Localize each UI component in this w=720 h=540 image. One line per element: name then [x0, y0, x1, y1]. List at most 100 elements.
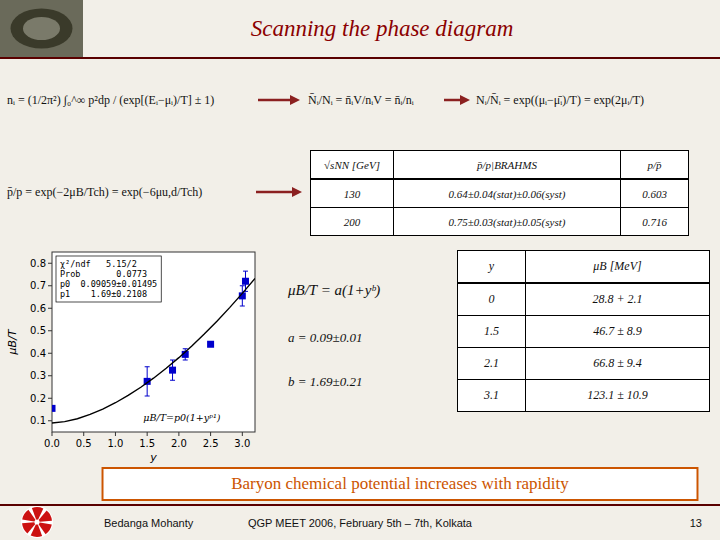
error-cap	[240, 306, 245, 307]
x-tick-label: 0.0	[44, 438, 60, 449]
equation: N̄ᵢ/Nᵢ = n̄ᵢV/nᵢV = n̄ᵢ/nᵢ	[308, 93, 414, 108]
data-point	[52, 405, 56, 412]
x-tick	[83, 432, 84, 436]
table-cell: 1.5	[458, 316, 526, 348]
x-tick-label: 0.5	[76, 438, 92, 449]
stat-line: p1 1.69±0.2108	[60, 289, 147, 299]
x-tick	[210, 432, 211, 436]
data-point	[242, 278, 249, 285]
y-tick-label: 0.7	[30, 280, 46, 291]
x-tick-label: 1.0	[107, 438, 123, 449]
y-tick	[48, 398, 52, 399]
y-tick	[48, 420, 52, 421]
x-tick-label: 2.0	[171, 438, 187, 449]
footer-text: QGP MEET 2006, February 5th – 7th, Kolka…	[248, 517, 472, 529]
table-cell: 2.1	[458, 348, 526, 380]
error-cap	[183, 348, 188, 349]
stat-box-text: χ²/ndf 5.15/2Prob 0.0773p0 0.09059±0.014…	[60, 259, 157, 299]
table-header: y	[458, 251, 526, 284]
table-header: p̄/p|BRAHMS	[394, 151, 621, 180]
y-tick	[48, 285, 52, 286]
plot: 0.00.51.01.52.02.53.00.10.20.30.40.50.60…	[6, 252, 255, 464]
data-point	[207, 341, 214, 348]
x-axis-label: y	[149, 451, 157, 464]
y-tick-label: 0.6	[30, 303, 46, 314]
data-point	[169, 367, 176, 374]
error-cap	[145, 366, 150, 367]
title-rule	[0, 57, 720, 59]
footer-rule	[0, 504, 720, 506]
stat-line: p0 0.09059±0.01495	[60, 279, 157, 289]
y-tick	[48, 375, 52, 376]
error-cap	[183, 360, 188, 361]
arrow	[258, 95, 300, 105]
footer-text: Bedanga Mohanty	[104, 517, 193, 529]
stat-box: χ²/ndf 5.15/2Prob 0.0773p0 0.09059±0.014…	[56, 256, 161, 302]
image-core	[23, 17, 60, 40]
error-cap	[145, 396, 150, 397]
fit-equation: μB/T = a(1+yᵇ)	[288, 282, 380, 299]
y-tick-label: 0.3	[30, 370, 46, 381]
logo-blade	[22, 510, 37, 522]
table-cell: 0	[458, 283, 526, 316]
x-tick	[178, 432, 179, 436]
y-tick-label: 0.5	[30, 325, 46, 336]
image-bg	[0, 0, 83, 57]
fit-parameter: b = 1.69±0.21	[288, 374, 362, 390]
table-cell: 0.716	[621, 208, 689, 236]
table-cell: 200	[311, 208, 394, 236]
logo	[21, 506, 53, 538]
table-cell: 3.1	[458, 380, 526, 412]
logo-bg	[21, 506, 53, 538]
table: √sNN [GeV]p̄/p|BRAHMSp/p̄ 1300.64±0.04(st…	[310, 150, 689, 236]
equation: nᵢ = (1/2π²) ∫₀^∞ p²dp / (exp[(Eᵢ−μᵢ)/T]…	[7, 93, 214, 108]
image-ring	[11, 9, 73, 49]
logo-blade	[37, 522, 52, 534]
title: Scanning the phase diagram	[251, 16, 514, 42]
table-cell: 123.1 ± 10.9	[526, 380, 710, 412]
y-tick	[48, 263, 52, 264]
arrow-head	[460, 95, 470, 105]
footer-text: 13	[690, 517, 702, 529]
y-tick	[48, 353, 52, 354]
stat-line: Prob 0.0773	[60, 269, 147, 279]
arrow	[444, 95, 470, 105]
y-tick-label: 0.4	[30, 348, 46, 359]
table-header: p/p̄	[621, 151, 689, 180]
x-tick	[147, 432, 148, 436]
x-tick	[115, 432, 116, 436]
error-cap	[243, 271, 248, 272]
x-tick-label: 2.5	[203, 438, 219, 449]
x-tick	[242, 432, 243, 436]
table-cell: 46.7 ± 8.9	[526, 316, 710, 348]
arrow-shaft	[444, 99, 462, 102]
table-cell: 0.75±0.03(stat)±0.05(syst)	[394, 208, 621, 236]
table-cell: 130	[311, 179, 394, 208]
x-tick-label: 3.0	[234, 438, 250, 449]
arrow-head	[292, 187, 302, 197]
arrow-shaft	[258, 99, 292, 102]
arrow-shaft	[256, 191, 294, 194]
stat-line: χ²/ndf 5.15/2	[60, 259, 137, 269]
equation: Nᵢ/N̄ᵢ = exp((μᵢ−μ̄ᵢ)/T) = exp(2μᵢ/T)	[476, 93, 644, 108]
error-cap	[240, 285, 245, 286]
y-tick	[48, 308, 52, 309]
table-cell: 0.64±0.04(stat)±0.06(syst)	[394, 179, 621, 208]
plot-frame	[52, 252, 255, 432]
ruin-image	[0, 0, 83, 57]
equation: p̄/p = exp(−2μB/Tch) = exp(−6μu,d/Tch)	[7, 185, 202, 200]
y-tick	[48, 330, 52, 331]
table-header: μB [MeV]	[526, 251, 710, 284]
table-cell: 0.603	[621, 179, 689, 208]
error-cap	[170, 360, 175, 361]
table-header: √sNN [GeV]	[311, 151, 394, 180]
y-axis-label: μB/T	[6, 328, 19, 355]
y-tick-label: 0.1	[30, 415, 46, 426]
table: yμB [MeV]028.8 + 2.11.546.7 ± 8.92.166.8…	[457, 250, 710, 412]
banner: Baryon chemical potential increases with…	[102, 467, 699, 501]
fit-label: μB/T=p0(1+yᵖ¹)	[143, 412, 220, 423]
table-cell: 28.8 + 2.1	[526, 283, 710, 316]
arrow-head	[290, 95, 300, 105]
fit-parameter: a = 0.09±0.01	[288, 330, 362, 346]
stat-box-frame	[56, 256, 161, 302]
